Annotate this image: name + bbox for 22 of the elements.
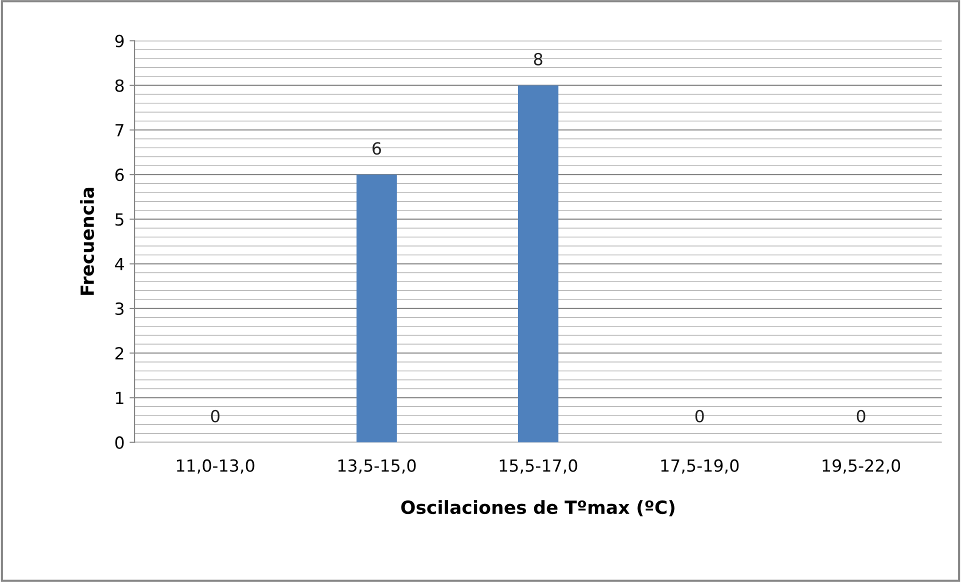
y-tick-label: 7 <box>116 124 124 136</box>
x-tick-label: 19,5-22,0 <box>822 459 900 474</box>
data-label: 6 <box>372 142 381 155</box>
data-label: 0 <box>695 410 704 422</box>
x-tick-label: 15,5-17,0 <box>500 459 578 474</box>
x-axis-title: Oscilaciones de Tºmax (ºC) <box>401 500 674 516</box>
y-axis-title: Frecuencia <box>80 188 94 295</box>
y-tick-label: 5 <box>116 213 124 226</box>
data-label: 0 <box>856 410 866 422</box>
x-tick-label: 17,5-19,0 <box>661 459 739 474</box>
y-tick-label: 0 <box>115 436 124 449</box>
x-tick-label: 13,5-15,0 <box>338 459 416 474</box>
y-tick-label: 2 <box>115 347 124 360</box>
y-tick-label: 8 <box>115 79 124 92</box>
y-tick-label: 9 <box>115 34 124 48</box>
x-tick-label: 11,0-13,0 <box>176 459 254 474</box>
y-tick-label: 1 <box>116 392 124 404</box>
y-tick-label: 6 <box>115 168 124 182</box>
data-label: 0 <box>211 410 220 422</box>
y-tick-label: 3 <box>115 302 124 316</box>
y-tick-label: 4 <box>115 258 124 270</box>
data-label: 8 <box>534 52 542 66</box>
